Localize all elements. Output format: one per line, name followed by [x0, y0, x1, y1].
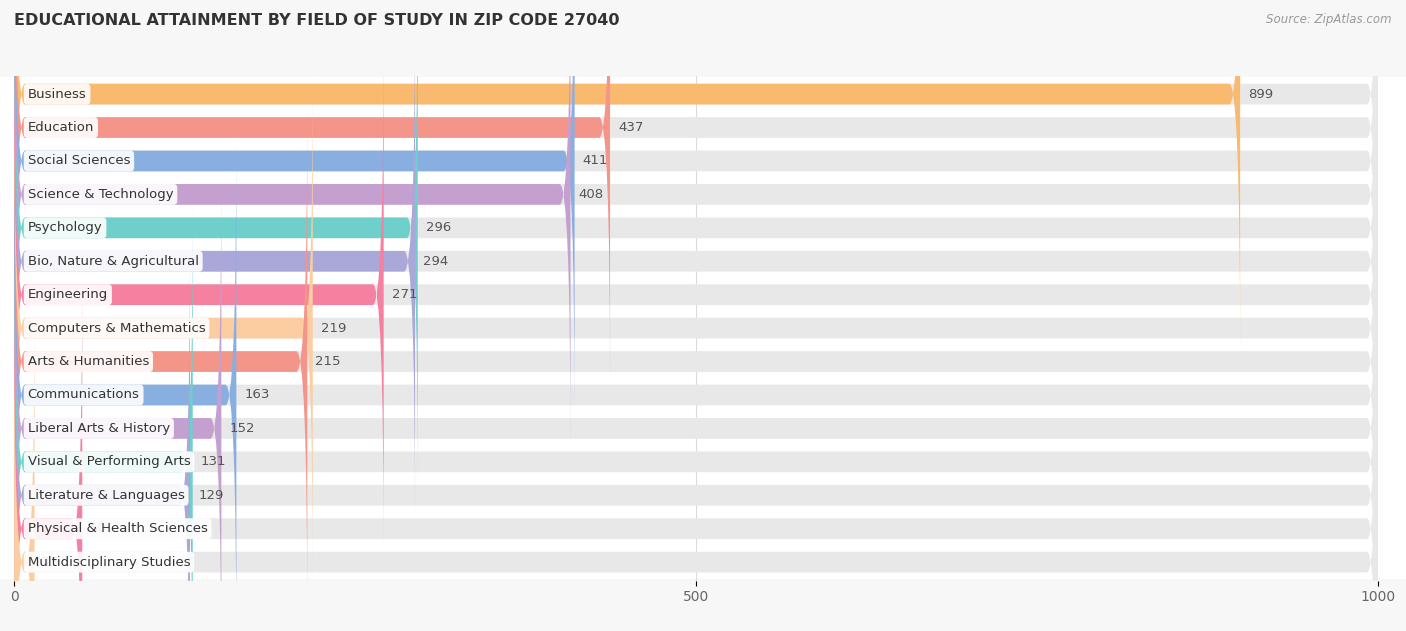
FancyBboxPatch shape	[14, 305, 1378, 631]
Text: EDUCATIONAL ATTAINMENT BY FIELD OF STUDY IN ZIP CODE 27040: EDUCATIONAL ATTAINMENT BY FIELD OF STUDY…	[14, 13, 620, 28]
Text: Multidisciplinary Studies: Multidisciplinary Studies	[28, 556, 190, 569]
FancyBboxPatch shape	[0, 478, 1406, 512]
Text: 296: 296	[426, 221, 451, 234]
FancyBboxPatch shape	[14, 238, 1378, 631]
Text: 129: 129	[198, 489, 224, 502]
Text: Source: ZipAtlas.com: Source: ZipAtlas.com	[1267, 13, 1392, 26]
Text: Arts & Humanities: Arts & Humanities	[28, 355, 149, 368]
FancyBboxPatch shape	[14, 172, 221, 631]
FancyBboxPatch shape	[0, 144, 1406, 178]
FancyBboxPatch shape	[14, 105, 1378, 618]
FancyBboxPatch shape	[14, 271, 82, 631]
FancyBboxPatch shape	[14, 238, 190, 631]
FancyBboxPatch shape	[14, 105, 308, 618]
FancyBboxPatch shape	[14, 305, 35, 631]
Text: Physical & Health Sciences: Physical & Health Sciences	[28, 522, 208, 535]
FancyBboxPatch shape	[14, 0, 1378, 485]
Text: 15: 15	[42, 556, 59, 569]
Text: Science & Technology: Science & Technology	[28, 188, 173, 201]
Text: 219: 219	[321, 322, 346, 334]
FancyBboxPatch shape	[0, 512, 1406, 545]
FancyBboxPatch shape	[0, 245, 1406, 278]
FancyBboxPatch shape	[14, 205, 193, 631]
Text: 411: 411	[582, 155, 609, 167]
FancyBboxPatch shape	[0, 345, 1406, 378]
FancyBboxPatch shape	[0, 545, 1406, 579]
Text: 437: 437	[619, 121, 644, 134]
Text: 50: 50	[90, 522, 107, 535]
FancyBboxPatch shape	[14, 0, 1378, 451]
FancyBboxPatch shape	[14, 0, 1240, 351]
Text: Psychology: Psychology	[28, 221, 103, 234]
Text: Communications: Communications	[28, 389, 139, 401]
FancyBboxPatch shape	[14, 38, 1378, 551]
Text: Education: Education	[28, 121, 94, 134]
FancyBboxPatch shape	[0, 278, 1406, 312]
FancyBboxPatch shape	[0, 178, 1406, 211]
FancyBboxPatch shape	[14, 0, 1378, 351]
Text: Bio, Nature & Agricultural: Bio, Nature & Agricultural	[28, 255, 198, 268]
Text: 163: 163	[245, 389, 270, 401]
FancyBboxPatch shape	[14, 0, 418, 485]
FancyBboxPatch shape	[14, 271, 1378, 631]
FancyBboxPatch shape	[14, 38, 384, 551]
Text: Engineering: Engineering	[28, 288, 108, 301]
Text: Business: Business	[28, 88, 86, 100]
FancyBboxPatch shape	[0, 211, 1406, 245]
FancyBboxPatch shape	[0, 378, 1406, 411]
FancyBboxPatch shape	[14, 0, 571, 451]
FancyBboxPatch shape	[14, 71, 312, 585]
FancyBboxPatch shape	[14, 138, 236, 631]
Text: Literature & Languages: Literature & Languages	[28, 489, 184, 502]
FancyBboxPatch shape	[14, 138, 1378, 631]
FancyBboxPatch shape	[14, 172, 1378, 631]
FancyBboxPatch shape	[0, 411, 1406, 445]
Text: 294: 294	[423, 255, 449, 268]
Text: 131: 131	[201, 456, 226, 468]
FancyBboxPatch shape	[14, 71, 1378, 585]
FancyBboxPatch shape	[14, 0, 1378, 418]
FancyBboxPatch shape	[14, 0, 1378, 385]
Text: Social Sciences: Social Sciences	[28, 155, 131, 167]
Text: 408: 408	[579, 188, 603, 201]
FancyBboxPatch shape	[0, 111, 1406, 144]
FancyBboxPatch shape	[14, 0, 575, 418]
FancyBboxPatch shape	[14, 4, 1378, 518]
Text: 899: 899	[1249, 88, 1274, 100]
Text: 215: 215	[315, 355, 342, 368]
FancyBboxPatch shape	[14, 0, 610, 385]
FancyBboxPatch shape	[14, 4, 415, 518]
Text: Visual & Performing Arts: Visual & Performing Arts	[28, 456, 190, 468]
FancyBboxPatch shape	[14, 205, 1378, 631]
Text: 152: 152	[229, 422, 254, 435]
Text: Computers & Mathematics: Computers & Mathematics	[28, 322, 205, 334]
FancyBboxPatch shape	[0, 312, 1406, 345]
FancyBboxPatch shape	[0, 445, 1406, 478]
Text: 271: 271	[392, 288, 418, 301]
Text: Liberal Arts & History: Liberal Arts & History	[28, 422, 170, 435]
FancyBboxPatch shape	[0, 78, 1406, 111]
